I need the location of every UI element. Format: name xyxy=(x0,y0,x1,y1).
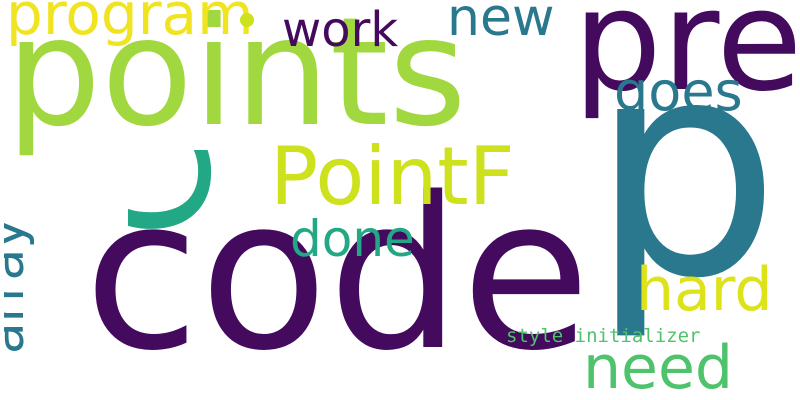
word-goes: goes xyxy=(614,60,743,123)
word-points: points xyxy=(6,0,467,160)
word-code: code xyxy=(84,152,591,397)
word-p: p xyxy=(590,0,781,344)
dot-mark xyxy=(240,13,254,27)
word-new: new xyxy=(447,0,555,48)
word-array: array xyxy=(4,217,37,355)
word-hard: hard xyxy=(636,255,773,325)
word-work: work xyxy=(282,2,399,58)
word-pointf: PointF xyxy=(270,130,515,223)
word-done: done xyxy=(290,210,415,268)
word-c: C xyxy=(128,150,234,238)
word-program: program xyxy=(6,0,254,48)
word-pre: pre xyxy=(573,0,800,123)
word-style-initializer: style initializer xyxy=(506,325,701,347)
word-need: need xyxy=(583,333,733,400)
